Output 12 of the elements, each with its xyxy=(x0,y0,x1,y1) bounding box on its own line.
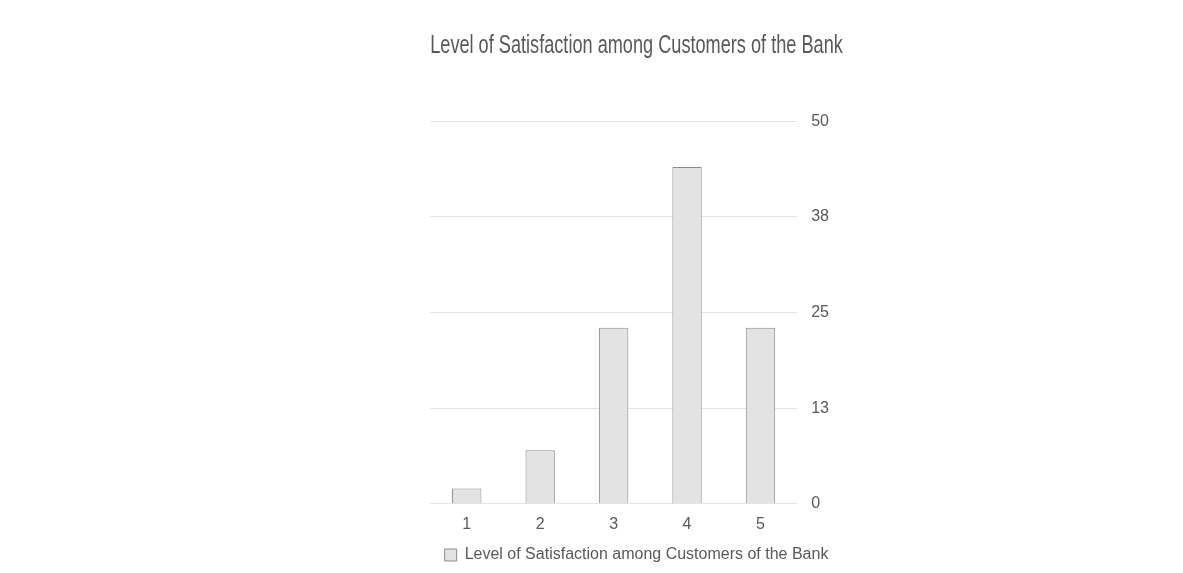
y-tick-label: 0 xyxy=(811,494,821,512)
y-tick-label: 13 xyxy=(811,398,830,416)
x-tick-label: 1 xyxy=(462,514,472,532)
chart-title: Level of Satisfaction among Customers of the Bank xyxy=(430,29,844,59)
y-tick-label: 25 xyxy=(811,302,830,320)
x-tick-label: 2 xyxy=(535,514,545,532)
legend-label: Level of Satisfaction among Customers of the Bank xyxy=(464,545,830,563)
y-tick-label: 50 xyxy=(811,111,830,129)
x-tick-label: 3 xyxy=(609,514,619,532)
x-tick-label: 5 xyxy=(756,514,766,532)
y-tick-label: 38 xyxy=(811,207,830,225)
x-tick-label: 4 xyxy=(682,514,692,532)
